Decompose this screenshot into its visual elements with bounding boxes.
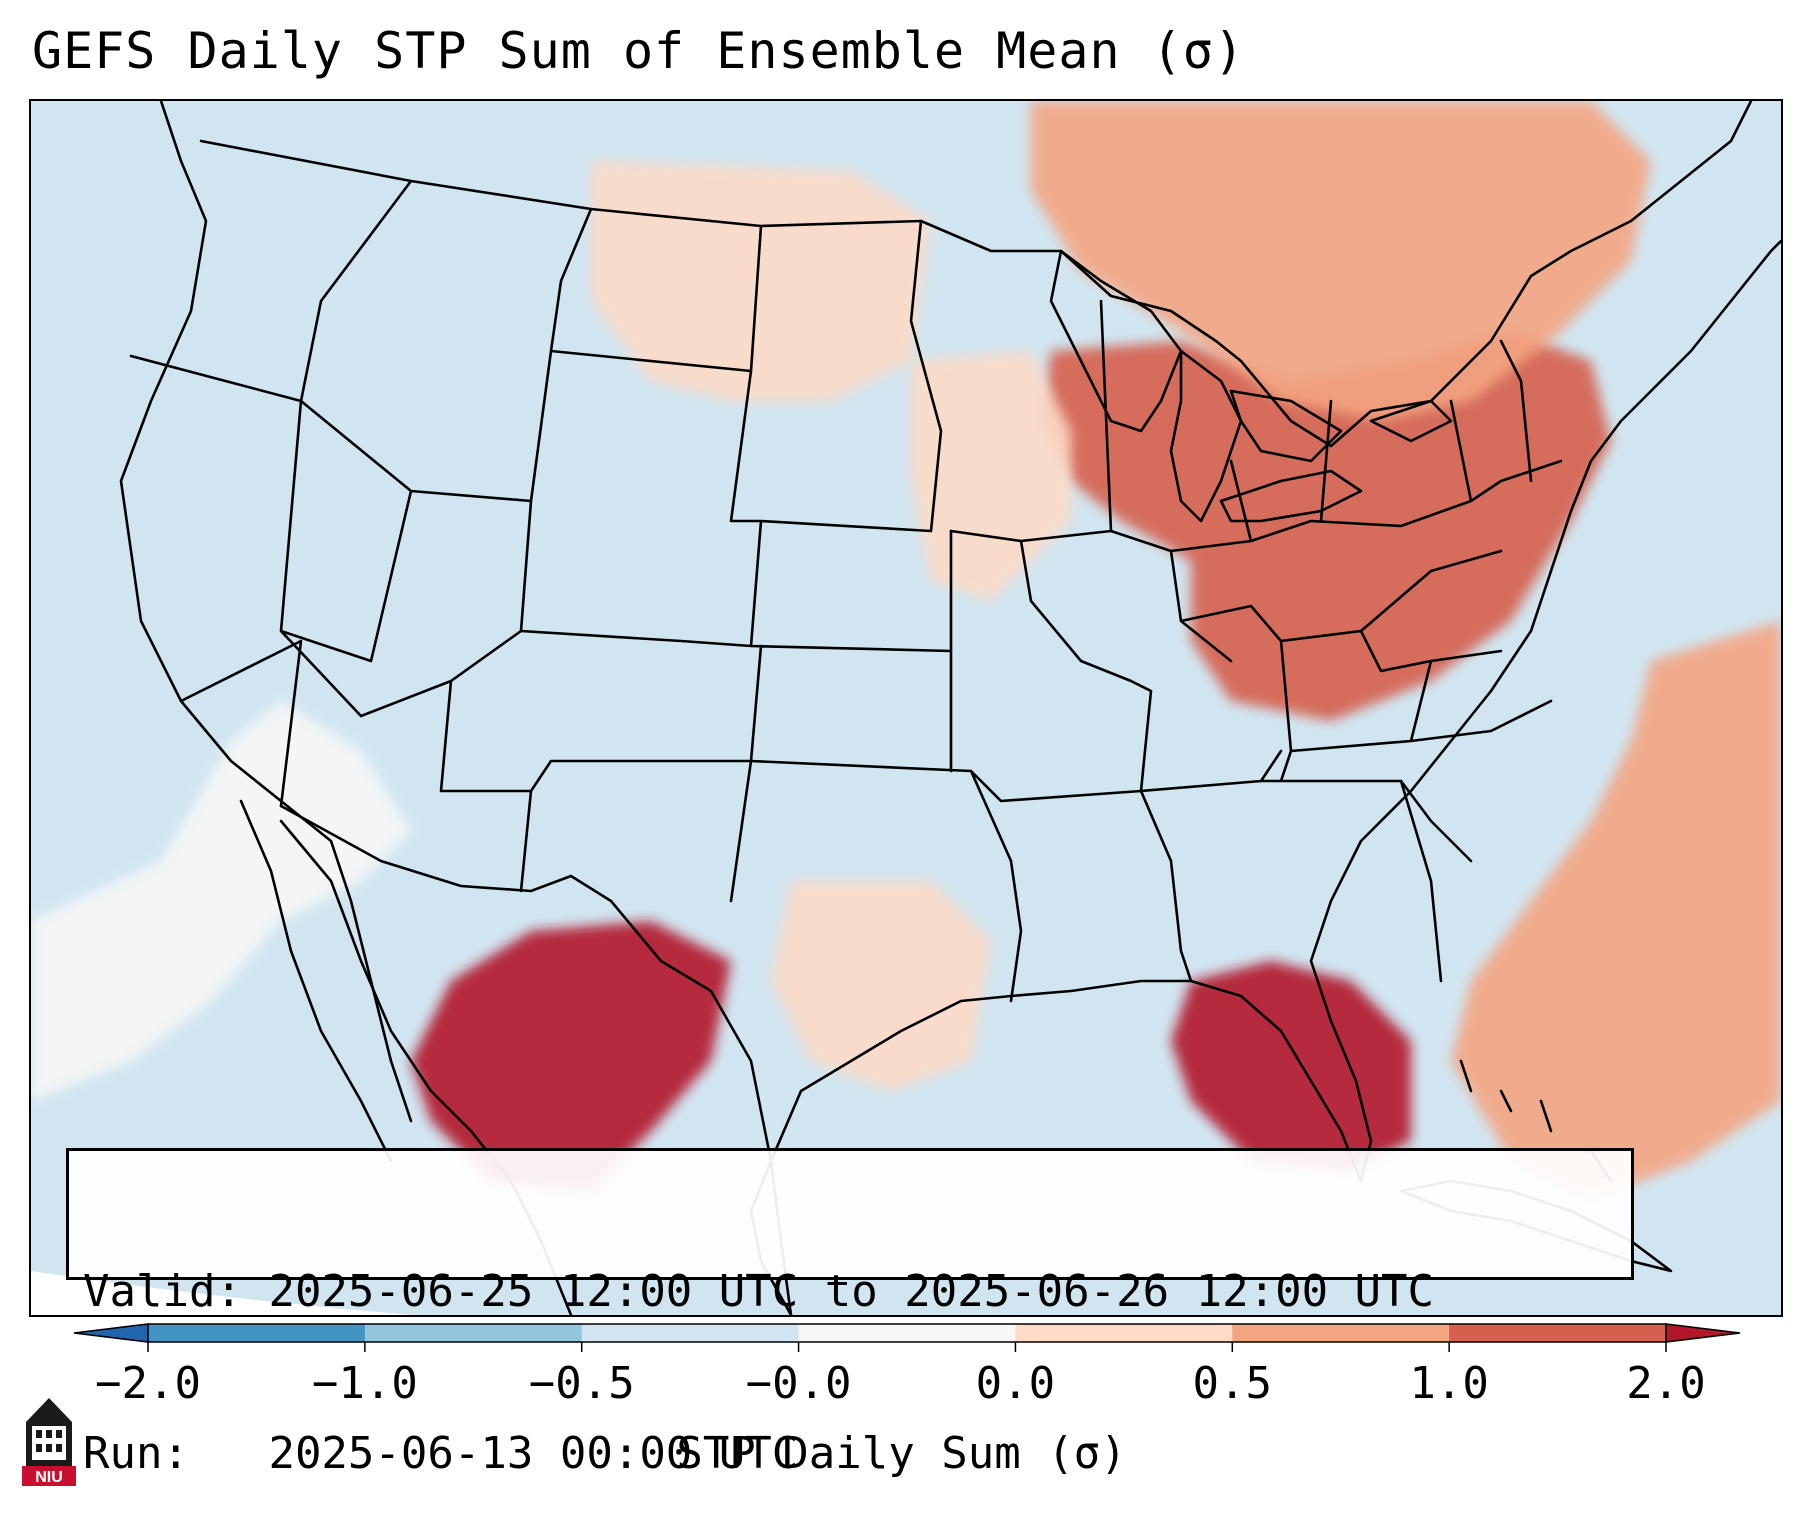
state-borders-east xyxy=(1169,339,1563,983)
anomaly-region-northern-mexico xyxy=(411,921,731,1191)
coastline xyxy=(119,101,413,1123)
colorbar-tick-label: 0.5 xyxy=(1193,1358,1272,1409)
gulf-coast xyxy=(769,569,1553,1315)
colorbar-tick-label: −0.5 xyxy=(529,1358,635,1409)
colorbar-bin xyxy=(148,1324,366,1342)
colorbar-bin xyxy=(1015,1324,1233,1342)
state-borders-central xyxy=(749,299,1283,1003)
colorbar-label: STP Daily Sum (σ) xyxy=(676,1428,1127,1479)
anomaly-region-gulf-of-mexico-florida xyxy=(1171,961,1411,1171)
anomaly-region-pacific-offshore xyxy=(31,701,411,1101)
anomaly-region-great-lakes-ohio-valley-northeast xyxy=(1041,331,1611,721)
logo-text: NIU xyxy=(35,1469,63,1486)
colorbar-tick-label: 2.0 xyxy=(1626,1358,1705,1409)
chart-title: GEFS Daily STP Sum of Ensemble Mean (σ) xyxy=(32,22,1245,80)
map-frame xyxy=(29,99,1783,1317)
us-canada-border xyxy=(199,101,1753,448)
valid-line: Valid: 2025-06-25 12:00 UTC to 2025-06-2… xyxy=(83,1265,1617,1319)
map xyxy=(31,101,1781,1315)
colorbar-extend-high xyxy=(1665,1323,1741,1343)
anomaly-region-texas xyxy=(771,881,991,1091)
valid-label: Valid: xyxy=(83,1266,242,1317)
valid-value: 2025-06-25 12:00 UTC to 2025-06-26 12:00… xyxy=(268,1266,1435,1317)
colorbar-bin xyxy=(581,1324,800,1342)
colorbar-tick-label: −0.0 xyxy=(746,1358,852,1409)
niu-logo: NIU xyxy=(22,1398,76,1486)
anomaly-region-western-atlantic xyxy=(1451,621,1781,1201)
colorbar-bin xyxy=(1232,1324,1450,1342)
colorbar-tick-label: −1.0 xyxy=(312,1358,418,1409)
colorbar-tick-label: −2.0 xyxy=(95,1358,201,1409)
colorbar-tick-label: 0.0 xyxy=(976,1358,1055,1409)
colorbar-outline xyxy=(147,1323,1667,1343)
run-value: 2025-06-13 00:00 UTC xyxy=(268,1428,799,1479)
bahamas xyxy=(1459,1059,1613,1183)
political-borders xyxy=(119,101,1781,1315)
colorbar-ticks: −2.0 −1.0 −0.5 −0.0 0.0 0.5 1.0 2.0 xyxy=(95,1342,1706,1409)
great-lakes xyxy=(1049,249,1453,523)
anomaly-region-canada-ontario-quebec xyxy=(1031,101,1651,421)
colorbar-tick-label: 1.0 xyxy=(1409,1358,1488,1409)
run-label: Run: xyxy=(83,1428,189,1479)
anomaly-region-northern-plains-montana xyxy=(591,161,931,401)
run-line: Run: 2025-06-13 00:00 UTC xyxy=(83,1427,1617,1481)
east-coast xyxy=(1549,239,1781,573)
colorbar-extend-low xyxy=(73,1323,149,1343)
colorbar-bin xyxy=(798,1324,1016,1342)
colorbar-bin xyxy=(364,1324,583,1342)
colorbar-bins xyxy=(73,1323,1741,1343)
outside-domain-area xyxy=(31,1271,413,1315)
valid-run-info-box: Valid: 2025-06-25 12:00 UTC to 2025-06-2… xyxy=(66,1148,1634,1479)
baja-coast xyxy=(239,799,393,1163)
colorbar-bin xyxy=(1449,1324,1667,1342)
state-borders-west xyxy=(129,179,953,903)
colorbar: −2.0 −1.0 −0.5 −0.0 0.0 0.5 1.0 2.0 xyxy=(73,1323,1741,1409)
us-mexico-border xyxy=(279,804,773,1163)
